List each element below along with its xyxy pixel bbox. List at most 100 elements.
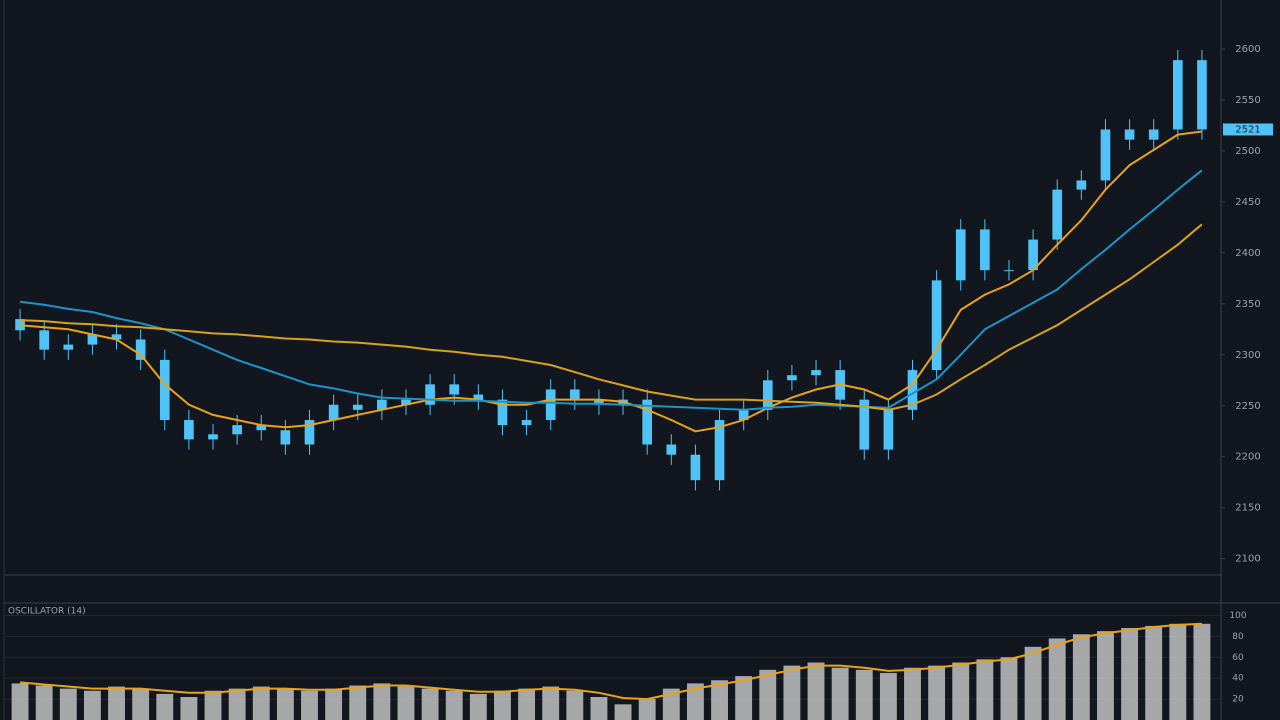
histogram-bar [566, 690, 584, 720]
candle-body [859, 399, 870, 450]
histogram-bar [783, 665, 801, 720]
histogram-bar [1000, 657, 1018, 720]
y-tick-label: 2200 [1235, 452, 1260, 463]
y-tick-label: 2500 [1235, 146, 1260, 157]
histogram-bar [855, 669, 873, 720]
histogram-bar [83, 690, 101, 720]
histogram-bar [180, 697, 198, 720]
candle-body [473, 394, 484, 400]
candle-body [594, 399, 604, 405]
histogram-bar [686, 683, 704, 720]
candle-body [184, 420, 194, 440]
histogram-bar [59, 688, 77, 720]
histogram-bar [518, 688, 536, 720]
candle-body [1076, 180, 1087, 190]
y-tick-label: 40 [1232, 674, 1244, 684]
candle-body [208, 434, 218, 440]
histogram-bar [711, 680, 728, 720]
histogram-bar [445, 690, 463, 720]
indicator-line [20, 622, 1202, 701]
y-tick-label: 2350 [1235, 299, 1260, 310]
y-tick-label: 2300 [1235, 350, 1260, 361]
histogram-bar [1024, 646, 1042, 720]
y-tick-label: 2600 [1235, 44, 1260, 55]
candle-body [931, 280, 942, 371]
candle-body [955, 229, 966, 281]
candle-body [883, 409, 894, 450]
histogram-bar [928, 665, 946, 720]
candle-body [714, 420, 725, 481]
histogram-bar [831, 667, 849, 720]
candle-body [256, 425, 267, 431]
candle-body [738, 409, 749, 421]
y-tick-label: 2100 [1235, 554, 1260, 565]
histogram-bar [301, 690, 318, 720]
candle-body [39, 330, 50, 350]
indicator-title: OSCILLATOR (14) [8, 607, 86, 617]
histogram-bar [1193, 623, 1211, 720]
histogram-bar [1097, 631, 1114, 720]
candle-body [1004, 270, 1014, 272]
candle-body [280, 430, 291, 445]
y-tick-label: 100 [1229, 611, 1246, 621]
y-tick-label: 60 [1232, 653, 1244, 663]
candle-body [690, 454, 701, 481]
histogram-bar [108, 686, 125, 720]
histogram-bar [35, 685, 53, 720]
y-tick-label: 80 [1232, 632, 1244, 642]
histogram-bar [1072, 634, 1090, 720]
candle-body [1028, 239, 1038, 271]
candle-body [15, 319, 25, 331]
y-tick-label: 2400 [1235, 248, 1260, 259]
y-tick-label: 2250 [1235, 401, 1260, 412]
histogram-bar [614, 704, 632, 720]
histogram-bar [276, 688, 294, 720]
histogram-bar [952, 662, 970, 720]
histogram-bar [807, 662, 825, 720]
candle-body [907, 370, 918, 410]
candle-body [811, 370, 821, 376]
histogram-bar [542, 686, 560, 720]
candle-body [497, 399, 508, 426]
histogram-bar [421, 688, 439, 720]
candle-body [787, 375, 797, 381]
indicator-line [19, 169, 1203, 411]
histogram-bar [228, 688, 246, 720]
price-tag: 2521 [1235, 124, 1260, 135]
candle-body [1172, 60, 1183, 130]
histogram-bar [11, 683, 29, 720]
histogram-bar [1169, 623, 1187, 720]
histogram-bar [904, 667, 921, 720]
candle-body [304, 420, 315, 445]
indicator-line [20, 223, 1203, 411]
histogram-bar [1048, 638, 1066, 720]
histogram-bar [494, 690, 511, 720]
histogram-bar [252, 686, 270, 720]
candle-body [1148, 129, 1159, 140]
y-tick-label: 2450 [1235, 197, 1260, 208]
histogram-bar [735, 676, 753, 720]
histogram-bar [879, 672, 897, 720]
candle-body [449, 384, 460, 395]
indicator-line [20, 130, 1203, 433]
y-tick-label: 2550 [1235, 95, 1260, 106]
candle-body [569, 389, 580, 400]
histogram-bar [156, 693, 174, 720]
histogram-bar [397, 686, 415, 720]
candle-body [521, 420, 532, 426]
candle-body [159, 359, 170, 421]
histogram-bar [638, 699, 656, 720]
candle-body [545, 389, 556, 421]
candle-body [666, 444, 677, 455]
histogram-bar [469, 693, 487, 720]
candle-body [1100, 129, 1111, 181]
candle-body [401, 399, 411, 405]
candle-body [135, 339, 146, 360]
histogram-bar [373, 683, 391, 720]
candle-body [425, 384, 435, 405]
histogram-bar [1121, 628, 1139, 720]
candle-body [232, 425, 242, 435]
histogram-bar [325, 688, 343, 720]
